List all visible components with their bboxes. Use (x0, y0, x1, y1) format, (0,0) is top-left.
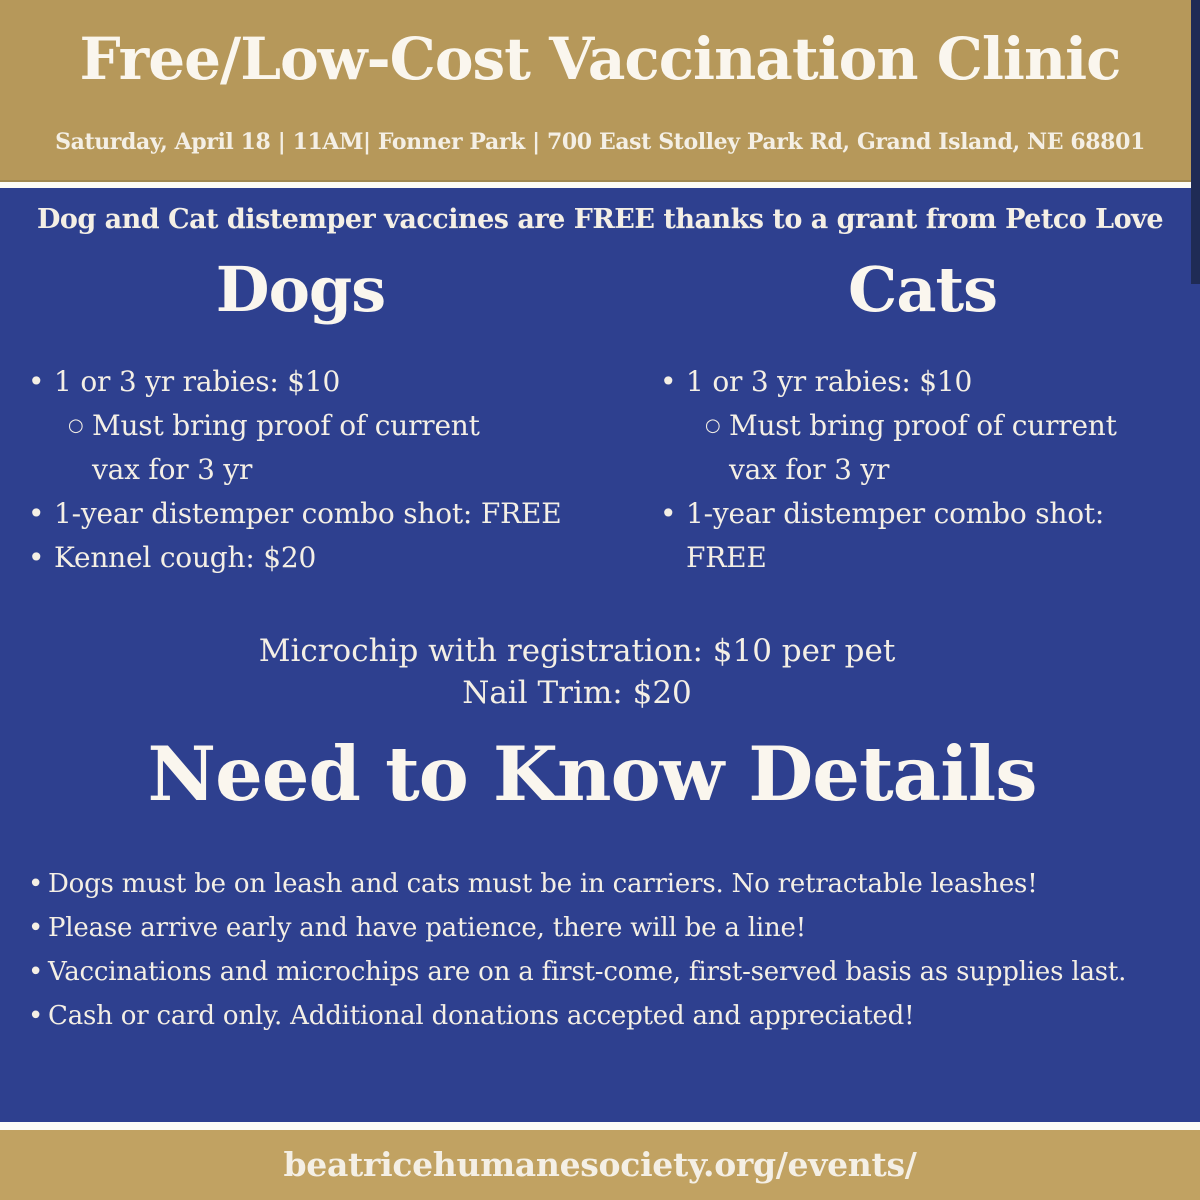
cats-heading: Cats (847, 253, 998, 326)
bullet-icon: • (28, 869, 44, 899)
bullet-icon: • (28, 497, 45, 530)
extra-services: Microchip with registration: $10 per pet… (0, 630, 1154, 714)
sub-bullet-icon: ○ (705, 415, 721, 436)
list-item: • Dogs must be on leash and cats must be… (28, 862, 1200, 906)
grant-note: Dog and Cat distemper vaccines are FREE … (36, 204, 1164, 235)
bullet-icon: • (28, 913, 44, 943)
flyer-title: Free/Low-Cost Vaccination Clinic (79, 25, 1122, 93)
list-item: • 1 or 3 yr rabies: $10 (28, 360, 573, 404)
list-item-text: Must bring proof of current vax for 3 yr (92, 409, 480, 486)
footer-band: beatricehumanesociety.org/events/ (0, 1130, 1200, 1200)
nail-trim-price-line: Nail Trim: $20 (462, 675, 692, 711)
list-item: • 1 or 3 yr rabies: $10 (660, 360, 1185, 404)
details-heading: Need to Know Details (147, 730, 1038, 818)
event-info-line: Saturday, April 18 | 11AM| Fonner Park |… (55, 129, 1145, 155)
bullet-icon: • (28, 957, 44, 987)
sub-bullet-icon: ○ (68, 415, 84, 436)
cats-section: Cats • 1 or 3 yr rabies: $10 ○ Must brin… (660, 254, 1185, 580)
list-item: • 1-year distemper combo shot: FREE (28, 492, 573, 536)
list-item: • 1-year distemper combo shot: FREE (660, 492, 1185, 580)
list-subitem: ○ Must bring proof of current vax for 3 … (28, 404, 573, 492)
list-item-text: Cash or card only. Additional donations … (48, 1001, 915, 1031)
list-item-text: 1-year distemper combo shot: FREE (54, 497, 562, 530)
list-item-text: Please arrive early and have patience, t… (48, 913, 806, 943)
dogs-list: • 1 or 3 yr rabies: $10 ○ Must bring pro… (28, 360, 573, 580)
list-subitem: ○ Must bring proof of current vax for 3 … (660, 404, 1185, 492)
bullet-icon: • (660, 497, 677, 530)
list-item-text: 1 or 3 yr rabies: $10 (54, 365, 341, 398)
list-item-text: Dogs must be on leash and cats must be i… (48, 869, 1038, 899)
list-item-text: Kennel cough: $20 (54, 541, 317, 574)
bullet-icon: • (28, 541, 45, 574)
header-divider-line (0, 182, 1200, 188)
list-item-text: Must bring proof of current vax for 3 yr (729, 409, 1117, 486)
dogs-heading: Dogs (215, 253, 386, 326)
list-item: • Please arrive early and have patience,… (28, 906, 1200, 950)
right-edge-shadow (1191, 0, 1200, 284)
list-item-text: 1 or 3 yr rabies: $10 (686, 365, 973, 398)
details-list: • Dogs must be on leash and cats must be… (0, 862, 1200, 1038)
cats-list: • 1 or 3 yr rabies: $10 ○ Must bring pro… (660, 360, 1185, 580)
bullet-icon: • (28, 365, 45, 398)
list-item-text: Vaccinations and microchips are on a fir… (48, 957, 1127, 987)
footer-divider-line (0, 1122, 1200, 1130)
species-columns: Dogs • 1 or 3 yr rabies: $10 ○ Must brin… (0, 254, 1200, 580)
website-url: beatricehumanesociety.org/events/ (283, 1145, 917, 1184)
list-item: • Cash or card only. Additional donation… (28, 994, 1200, 1038)
microchip-price-line: Microchip with registration: $10 per pet (258, 633, 896, 669)
dogs-section: Dogs • 1 or 3 yr rabies: $10 ○ Must brin… (28, 254, 573, 580)
bullet-icon: • (660, 365, 677, 398)
header-band: Free/Low-Cost Vaccination Clinic Saturda… (0, 0, 1200, 180)
list-item: • Vaccinations and microchips are on a f… (28, 950, 1200, 994)
list-item: • Kennel cough: $20 (28, 536, 573, 580)
bullet-icon: • (28, 1001, 44, 1031)
list-item-text: 1-year distemper combo shot: FREE (686, 497, 1105, 574)
header-shadow-line (0, 180, 1200, 182)
flyer-body: Dog and Cat distemper vaccines are FREE … (0, 188, 1200, 1122)
